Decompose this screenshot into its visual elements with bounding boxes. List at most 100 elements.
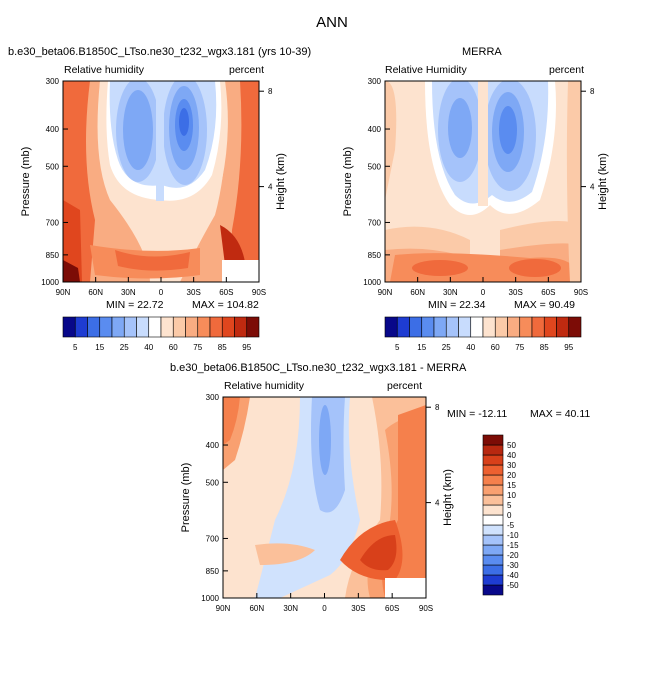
colorbar3-label: -5: [507, 521, 515, 530]
x-tick-label: 30S: [509, 288, 523, 297]
y-tick-label: 400: [368, 125, 382, 134]
colorbar2-label: 85: [540, 343, 549, 352]
colorbar3-swatch: [482, 494, 504, 506]
colorbar1-swatch: [111, 316, 125, 338]
colorbar3-swatch: [482, 484, 504, 496]
y-tick-label: 500: [368, 162, 382, 171]
y-axis-label: Pressure (mb): [180, 463, 192, 533]
x-tick-label: 60N: [410, 288, 425, 297]
y-tick-label: 300: [46, 77, 60, 86]
colorbar2-label: 25: [442, 343, 451, 352]
x-tick-label: 0: [322, 604, 327, 613]
colorbar2-swatch: [482, 316, 496, 338]
y-tick-label: 700: [46, 218, 60, 227]
colorbar2-label: 15: [417, 343, 426, 352]
colorbar1-swatch: [99, 316, 113, 338]
y2-axis-label: Height (km): [597, 153, 609, 210]
y2-tick-label: 4: [268, 183, 273, 192]
colorbar2-swatch: [433, 316, 447, 338]
colorbar2-label: 95: [564, 343, 573, 352]
colorbar1-swatch: [209, 316, 223, 338]
colorbar3-label: 15: [507, 481, 516, 490]
colorbar2-swatch: [458, 316, 472, 338]
colorbar1-label: 95: [242, 343, 251, 352]
colorbar2-swatch: [543, 316, 557, 338]
colorbar2-swatch: [507, 316, 521, 338]
colorbar3-label: -40: [507, 571, 519, 580]
colorbar1-label: 75: [193, 343, 202, 352]
colorbar2-swatch: [568, 316, 582, 338]
panel1-max: MAX = 104.82: [192, 299, 259, 311]
x-tick-label: 0: [159, 288, 164, 297]
colorbar3-label: -15: [507, 541, 519, 550]
colorbar1-label: 5: [73, 343, 78, 352]
y2-tick-label: 4: [435, 499, 440, 508]
x-tick-label: 60S: [219, 288, 233, 297]
colorbar3-label: -50: [507, 581, 519, 590]
x-tick-label: 60S: [541, 288, 555, 297]
colorbar1-swatch: [148, 316, 162, 338]
y-tick-label: 400: [206, 441, 220, 450]
colorbar3-swatch: [482, 514, 504, 526]
colorbar2-swatch: [531, 316, 545, 338]
colorbar1-label: 60: [169, 343, 178, 352]
colorbar1-swatch: [123, 316, 137, 338]
panel3-units: percent: [387, 380, 423, 392]
colorbar2-swatch: [421, 316, 435, 338]
colorbar3-swatch: [482, 474, 504, 486]
colorbar3-swatch: [482, 444, 504, 456]
colorbar1-swatch: [197, 316, 211, 338]
colorbar3-swatch: [482, 454, 504, 466]
colorbar1-swatch: [136, 316, 150, 338]
x-tick-label: 90S: [252, 288, 266, 297]
x-tick-label: 30N: [121, 288, 136, 297]
y-axis-label: Pressure (mb): [20, 147, 32, 217]
y-tick-label: 850: [206, 567, 220, 576]
colorbar1-label: 15: [95, 343, 104, 352]
x-tick-label: 60N: [88, 288, 103, 297]
colorbar3-swatch: [482, 524, 504, 536]
x-tick-label: 30S: [351, 604, 365, 613]
y2-tick-label: 8: [590, 87, 595, 96]
colorbar1-label: 25: [120, 343, 129, 352]
panel1-variable: Relative humidity: [64, 64, 144, 76]
colorbar1-swatch: [185, 316, 199, 338]
colorbar3-label: 50: [507, 441, 516, 450]
colorbar3-label: 10: [507, 491, 516, 500]
y-tick-label: 1000: [41, 278, 59, 287]
colorbar3-label: 20: [507, 471, 516, 480]
panel1-title: b.e30_beta06.B1850C_LTso.ne30_t232_wgx3.…: [8, 46, 312, 58]
colorbar2-swatch: [445, 316, 459, 338]
x-tick-label: 90S: [574, 288, 588, 297]
y-tick-label: 500: [46, 162, 60, 171]
x-tick-label: 90S: [419, 604, 433, 613]
x-tick-label: 30S: [187, 288, 201, 297]
y-tick-label: 700: [368, 218, 382, 227]
colorbar1-swatch: [234, 316, 248, 338]
colorbar3-swatch: [482, 434, 504, 446]
colorbar2-swatch: [409, 316, 423, 338]
figure-title: ANN: [316, 14, 348, 31]
y-tick-label: 300: [206, 393, 220, 402]
y-tick-label: 700: [206, 534, 220, 543]
colorbar3-swatch: [482, 544, 504, 556]
colorbar3-swatch: [482, 554, 504, 566]
colorbar2-swatch: [556, 316, 570, 338]
colorbar1-label: 40: [144, 343, 153, 352]
colorbar2-label: 60: [491, 343, 500, 352]
y-tick-label: 1000: [363, 278, 381, 287]
y2-tick-label: 4: [590, 183, 595, 192]
panel1-min: MIN = 22.72: [106, 299, 164, 311]
panel3-min: MIN = -12.11: [447, 408, 508, 420]
panel2-title: MERRA: [462, 46, 502, 58]
colorbar2-label: 40: [466, 343, 475, 352]
colorbar1-label: 85: [218, 343, 227, 352]
y-tick-label: 300: [368, 77, 382, 86]
colorbar2-label: 75: [515, 343, 524, 352]
x-tick-label: 90N: [56, 288, 71, 297]
x-tick-label: 90N: [378, 288, 393, 297]
colorbar1-swatch: [172, 316, 186, 338]
